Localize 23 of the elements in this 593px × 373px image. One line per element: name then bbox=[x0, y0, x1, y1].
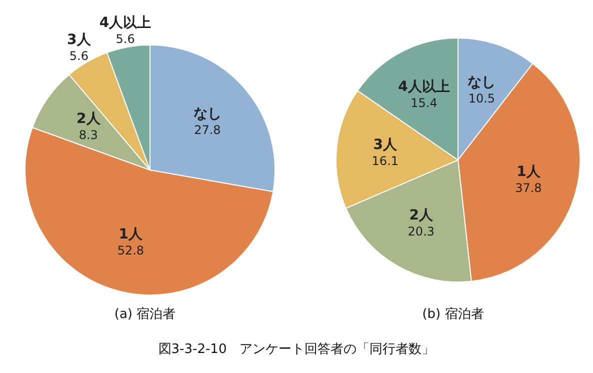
text: (a) 宿泊者 bbox=[113, 306, 177, 323]
slice-label: 3人 bbox=[373, 136, 398, 153]
caption: 図3-3-2-10 アンケート回答者の「同行者数」 bbox=[157, 341, 436, 358]
data-label: 15.4 bbox=[410, 96, 438, 110]
slice-label: なし bbox=[468, 74, 496, 91]
data-label: 10.5 bbox=[468, 92, 496, 106]
data-label: 8.3 bbox=[78, 128, 98, 142]
slice-label: 3人 bbox=[67, 32, 92, 48]
data-label: 5.6 bbox=[116, 32, 135, 46]
slice-label: 1人 bbox=[516, 164, 542, 180]
slice-label: 4人以上 bbox=[398, 79, 450, 96]
slice-label: 2人 bbox=[409, 207, 434, 224]
slice-label: 2人 bbox=[76, 111, 102, 128]
data-label: 52.8 bbox=[117, 243, 144, 258]
slice-label: 1人 bbox=[118, 226, 144, 242]
data-label: 20.3 bbox=[408, 224, 435, 238]
data-label: 37.8 bbox=[515, 180, 542, 195]
slice-label: 4人以上 bbox=[99, 14, 152, 31]
slice-label: なし bbox=[193, 106, 222, 122]
data-label: 5.6 bbox=[69, 48, 88, 63]
data-label: 27.8 bbox=[194, 122, 221, 137]
data-label: 16.1 bbox=[372, 154, 399, 168]
text: (b) 宿泊者 bbox=[421, 306, 485, 323]
